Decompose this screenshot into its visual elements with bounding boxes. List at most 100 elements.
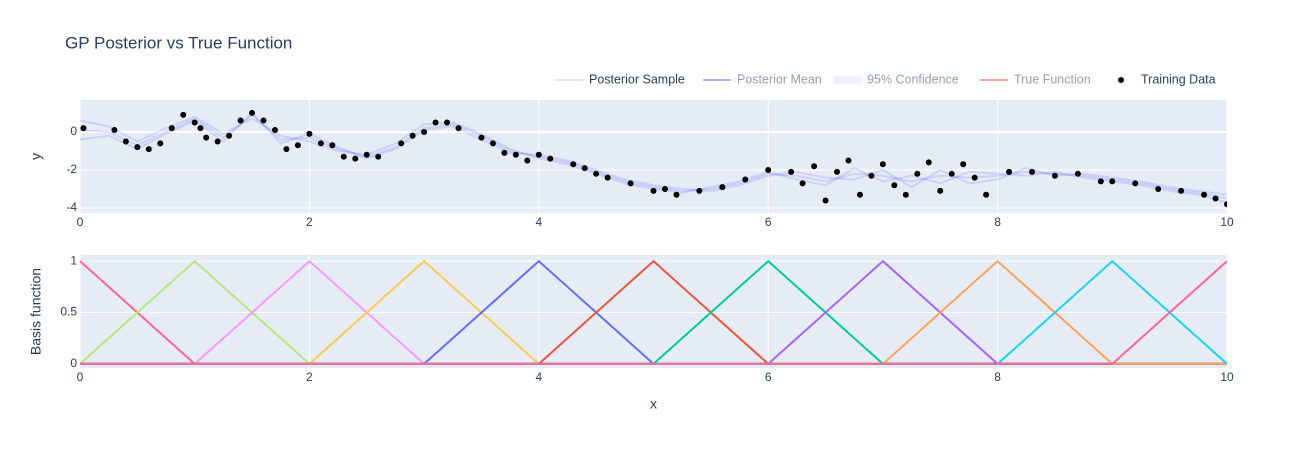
data-point [948, 170, 955, 177]
legend-item[interactable]: Posterior Mean [703, 72, 822, 86]
data-point [444, 119, 451, 126]
data-point [1097, 178, 1104, 185]
legend-item[interactable]: Training Data [1118, 72, 1216, 86]
data-point [868, 172, 875, 179]
data-point [317, 140, 324, 147]
data-point [1006, 168, 1013, 175]
x-tick-label: 10 [1220, 215, 1234, 229]
x-tick-label: 4 [535, 370, 542, 384]
data-point [478, 134, 485, 141]
data-point [834, 168, 841, 175]
data-point [650, 187, 657, 194]
data-point [134, 144, 141, 151]
x-tick-label: 0 [77, 215, 84, 229]
data-point [971, 174, 978, 181]
legend-item[interactable]: Posterior Sample [555, 72, 685, 86]
data-point [145, 146, 152, 153]
data-point [260, 117, 267, 124]
data-point [111, 127, 118, 134]
x-tick-label: 2 [306, 215, 313, 229]
data-point [180, 111, 187, 118]
y-axis-title: y [28, 153, 44, 160]
data-point [197, 125, 204, 132]
data-point [501, 149, 508, 156]
data-point [294, 142, 301, 149]
data-point [983, 191, 990, 198]
data-point [822, 197, 829, 204]
data-point [547, 155, 554, 162]
data-point [856, 191, 863, 198]
line [80, 260, 1227, 365]
data-point [696, 187, 703, 194]
data-point [157, 140, 164, 147]
data-point [581, 165, 588, 172]
y-tick-label: 0 [70, 356, 77, 370]
legend-item[interactable]: True Function [980, 72, 1091, 86]
data-point [122, 138, 129, 145]
y-tick-label: -2 [66, 162, 77, 176]
data-point [340, 153, 347, 160]
data-point [788, 168, 795, 175]
data-point [421, 128, 428, 135]
data-point [925, 159, 932, 166]
data-point [1074, 170, 1081, 177]
data-point [168, 125, 175, 132]
data-point [80, 125, 87, 132]
data-point [306, 130, 313, 137]
data-point [937, 187, 944, 194]
data-point [203, 134, 210, 141]
data-point [593, 170, 600, 177]
data-point [845, 157, 852, 164]
data-point [409, 132, 416, 139]
data-point [960, 161, 967, 168]
data-point [765, 167, 772, 174]
legend-label: Posterior Mean [737, 72, 822, 86]
y-tick-label: -4 [66, 200, 77, 214]
data-point [1155, 186, 1162, 193]
data-point [455, 125, 462, 132]
x-tick-label: 4 [535, 215, 542, 229]
data-point [363, 151, 370, 158]
chart-title: GP Posterior vs True Function [65, 33, 292, 52]
y-tick-label: 0.5 [60, 305, 77, 319]
line [80, 111, 1227, 196]
data-point [283, 146, 290, 153]
data-point [604, 174, 611, 181]
data-point [191, 119, 198, 126]
data-point [1178, 187, 1185, 194]
data-point [226, 132, 233, 139]
legend-item[interactable]: 95% Confidence [833, 72, 959, 86]
legend-label: 95% Confidence [867, 72, 959, 86]
data-point [879, 161, 886, 168]
legend-label: True Function [1014, 72, 1091, 86]
x-tick-label: 6 [765, 215, 772, 229]
data-point [352, 155, 359, 162]
data-point [1212, 195, 1219, 202]
line [80, 113, 1227, 200]
y-axis-title: Basis function [28, 268, 44, 355]
x-axis-title: x [650, 396, 657, 412]
x-tick-label: 6 [765, 370, 772, 384]
data-point [214, 138, 221, 145]
plot-layer [80, 109, 1227, 208]
data-point [673, 191, 680, 198]
data-point [524, 157, 531, 164]
data-point [811, 163, 818, 170]
data-point [902, 191, 909, 198]
y-tick-label: 1 [70, 253, 77, 267]
data-point [398, 140, 405, 147]
x-tick-label: 0 [77, 370, 84, 384]
plot-area [80, 100, 1227, 213]
x-tick-label: 8 [994, 215, 1001, 229]
y-tick-label: 0 [70, 124, 77, 138]
data-point [1029, 168, 1036, 175]
data-point [627, 180, 634, 187]
data-point [570, 161, 577, 168]
data-point [489, 140, 496, 147]
data-point [375, 153, 382, 160]
data-point [535, 151, 542, 158]
x-tick-label: 10 [1220, 370, 1234, 384]
plot-area [80, 255, 1227, 368]
legend-label: Training Data [1141, 72, 1216, 86]
